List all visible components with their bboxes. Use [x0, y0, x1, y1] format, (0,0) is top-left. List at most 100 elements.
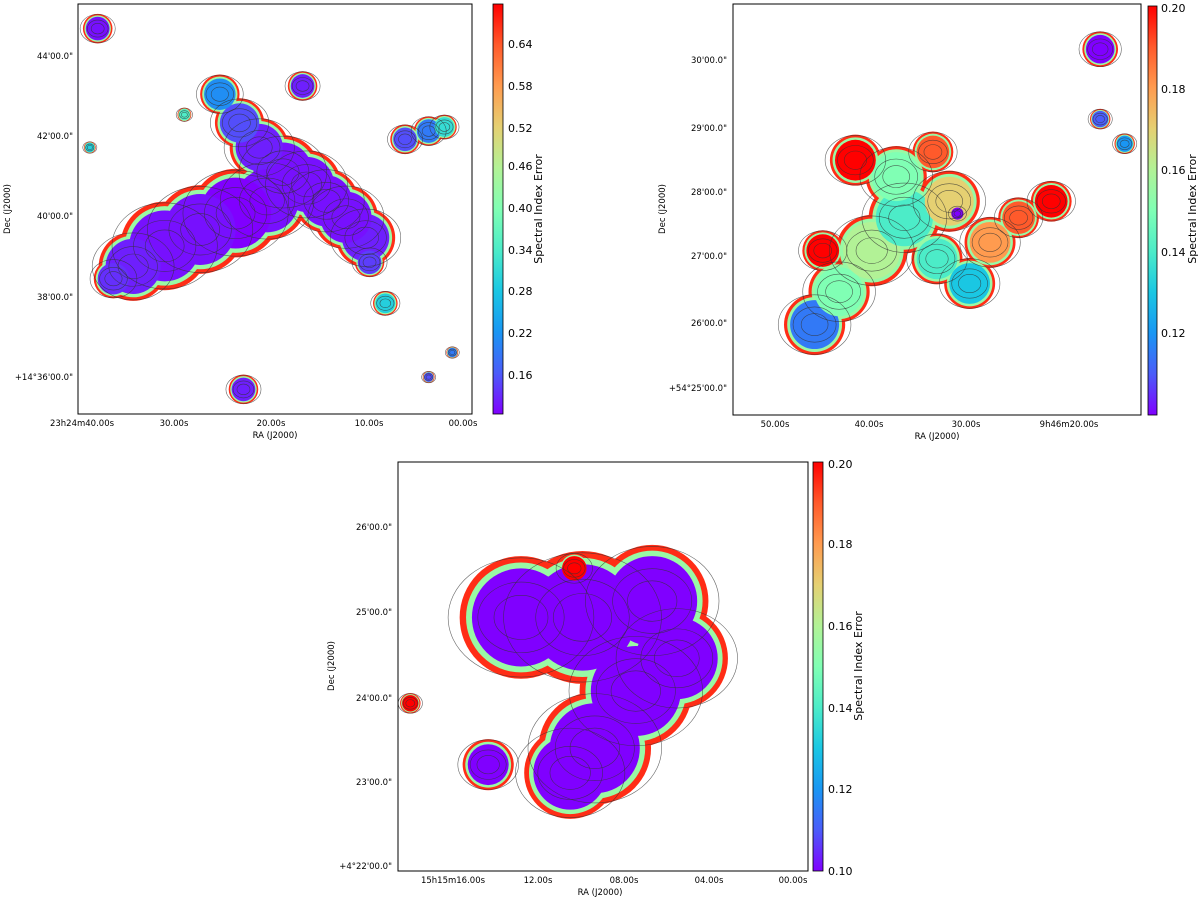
- contour-line: [925, 249, 949, 269]
- contour-line: [846, 229, 898, 272]
- contour-line: [220, 162, 315, 240]
- contour-line: [284, 71, 321, 101]
- contour-line: [1036, 189, 1066, 214]
- heatmap-blob: [402, 695, 419, 712]
- contour-line: [859, 146, 933, 207]
- contour-line: [85, 143, 95, 152]
- colorbar: 0.16 0.22 0.28 0.34 0.40 0.46 0.52 0.58 …: [492, 3, 545, 415]
- heatmap-blob: [1034, 184, 1068, 218]
- contour-line: [882, 165, 910, 188]
- heatmap-blob: [375, 293, 396, 314]
- contour-line: [238, 135, 328, 209]
- heatmap-blob: [434, 117, 455, 137]
- contour-line: [610, 670, 661, 712]
- contour-line: [627, 580, 678, 622]
- y-axis-label: Dec (J2000): [3, 184, 13, 234]
- heatmap-blob: [85, 16, 110, 41]
- colorbar-tick-label: 0.46: [508, 160, 533, 173]
- y-axis-ticks: +54°25'00.0" 26'00.0" 27'00.0" 28'00.0" …: [669, 56, 727, 394]
- contour-line: [221, 108, 258, 138]
- contour-line: [307, 185, 385, 249]
- chart-panel-1: 23h24m40.00s 30.00s 20.00s 10.00s 00.00s…: [3, 3, 545, 441]
- contour-line: [205, 82, 235, 106]
- contour-line: [843, 150, 867, 170]
- contour-line: [379, 298, 392, 309]
- x-tick-label: 20.00s: [257, 419, 286, 429]
- contour-line: [228, 113, 251, 133]
- plot-border: [397, 461, 809, 872]
- contour-line: [182, 169, 289, 257]
- contour-line: [802, 261, 876, 322]
- x-tick-label: 08.00s: [610, 876, 639, 886]
- heatmap-blob: [916, 135, 950, 169]
- contour-line: [370, 291, 401, 316]
- contour-line: [245, 136, 273, 159]
- contour-line: [958, 274, 982, 293]
- colorbar-tick-label: 0.20: [828, 458, 853, 471]
- heatmap-blob: [969, 221, 1011, 263]
- colorbar-tick-label: 0.64: [508, 38, 533, 51]
- contour-line: [825, 280, 853, 304]
- contour-line: [402, 697, 418, 710]
- contour-line: [552, 593, 613, 642]
- heatmap-blob: [416, 119, 441, 143]
- colorbar-label: Spectral Index Error: [852, 611, 865, 721]
- x-tick-label: 30.00s: [160, 419, 189, 429]
- contour-line: [117, 253, 149, 280]
- contour-line: [425, 374, 432, 380]
- colorbar-tick-label: 0.40: [508, 202, 533, 215]
- y-tick-label: 28'00.0": [691, 188, 727, 198]
- contour-line: [1003, 205, 1034, 230]
- heatmap-blob: [1085, 34, 1115, 64]
- contour-line: [469, 749, 507, 780]
- contour-line: [951, 208, 964, 219]
- chart-panel-3: 15h15m16.00s 12.00s 08.00s 04.00s 00.00s…: [327, 458, 865, 898]
- heatmap-blob: [393, 127, 417, 152]
- heatmap-blob: [467, 744, 509, 786]
- x-tick-label: 10.00s: [355, 419, 384, 429]
- contour-line: [223, 118, 295, 177]
- contour-line: [951, 268, 988, 299]
- contour-line: [1095, 115, 1105, 124]
- contour-line: [405, 699, 416, 708]
- contour-line: [567, 562, 582, 575]
- contour-line: [1009, 210, 1028, 226]
- chart-panel-2: 50.00s 40.00s 30.00s 9h46m20.00s +54°25'…: [658, 2, 1199, 442]
- colorbar: 0.10 0.12 0.14 0.16 0.18 0.20 Spectral I…: [812, 458, 865, 878]
- contour-line: [549, 755, 591, 790]
- heatmap-blob: [1116, 135, 1133, 152]
- contour-line: [295, 80, 310, 92]
- contour-layer: [777, 31, 1138, 355]
- x-tick-label: 04.00s: [695, 876, 724, 886]
- contour-line: [421, 125, 436, 137]
- contour-line: [358, 253, 381, 272]
- contour-line: [654, 639, 700, 678]
- contour-line: [376, 295, 395, 311]
- contour-line: [1112, 133, 1138, 154]
- colorbar-tick-label: 0.18: [1161, 83, 1186, 96]
- contour-line: [923, 144, 943, 160]
- y-axis-ticks: +4°22'00.0" 23'00.0" 24'00.0" 25'00.0" 2…: [339, 523, 392, 872]
- contour-line: [86, 19, 109, 38]
- plot-border: [732, 3, 1142, 416]
- contour-line: [971, 227, 1009, 258]
- contour-line: [908, 131, 958, 173]
- contour-line: [447, 557, 595, 678]
- contour-line: [1119, 139, 1130, 148]
- y-tick-label: 25'00.0": [356, 608, 392, 618]
- heatmap-blob: [533, 736, 608, 810]
- heatmap-blob: [562, 556, 587, 581]
- contour-line: [874, 158, 919, 195]
- colorbar-tick-label: 0.16: [828, 620, 853, 633]
- contour-line: [291, 77, 314, 95]
- contour-line: [204, 187, 268, 239]
- y-tick-label: +4°22'00.0": [339, 862, 392, 872]
- colorbar-tick-label: 0.16: [1161, 164, 1186, 177]
- contour-line: [179, 110, 190, 119]
- contour-line: [89, 259, 138, 299]
- contour-line: [438, 122, 451, 132]
- contour-line: [424, 373, 434, 381]
- y-axis-ticks: +14°36'00.0" 38'00.0" 40'00.0" 42'00.0" …: [15, 52, 73, 383]
- x-tick-label: 40.00s: [855, 420, 884, 430]
